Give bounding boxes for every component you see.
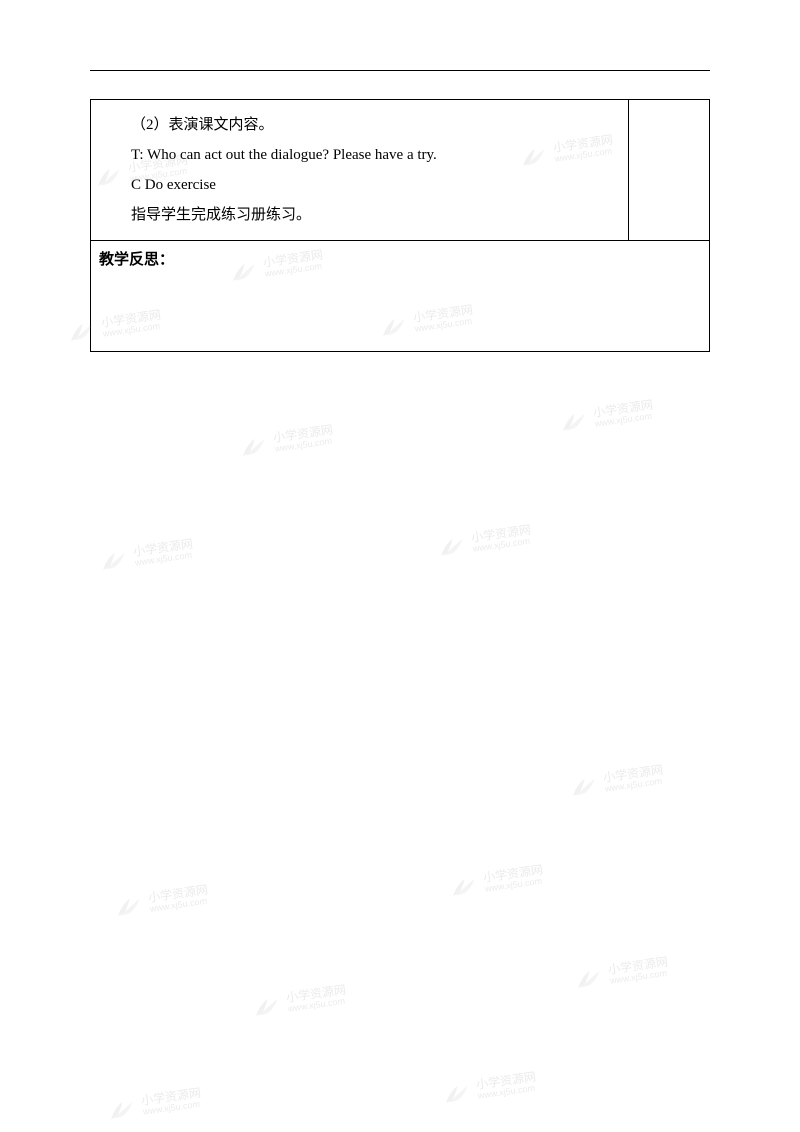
watermark-leaf-icon: [239, 435, 269, 457]
watermark-leaf-icon: [559, 410, 589, 432]
watermark-leaf-icon: [67, 320, 97, 342]
watermark-leaf-icon: [379, 315, 409, 337]
watermark-leaf-icon: [574, 967, 604, 989]
reflection-label: 教学反思：: [99, 252, 174, 268]
watermark-leaf-icon: [519, 145, 549, 167]
watermark-leaf-icon: [449, 875, 479, 897]
watermark-leaf-icon: [229, 260, 259, 282]
watermark-leaf-icon: [252, 995, 282, 1017]
content-line: 指导学生完成练习册练习。: [99, 200, 620, 230]
watermark-leaf-icon: [114, 895, 144, 917]
watermark-leaf-icon: [99, 549, 129, 571]
watermark-leaf-icon: [94, 165, 124, 187]
header-rule-line: [90, 70, 710, 71]
content-line: （2）表演课文内容。: [99, 110, 620, 140]
watermark-leaf-icon: [107, 1098, 137, 1120]
watermark-leaf-icon: [442, 1082, 472, 1104]
watermark-leaf-icon: [569, 775, 599, 797]
side-cell: [629, 100, 709, 241]
watermark-leaf-icon: [437, 535, 467, 557]
